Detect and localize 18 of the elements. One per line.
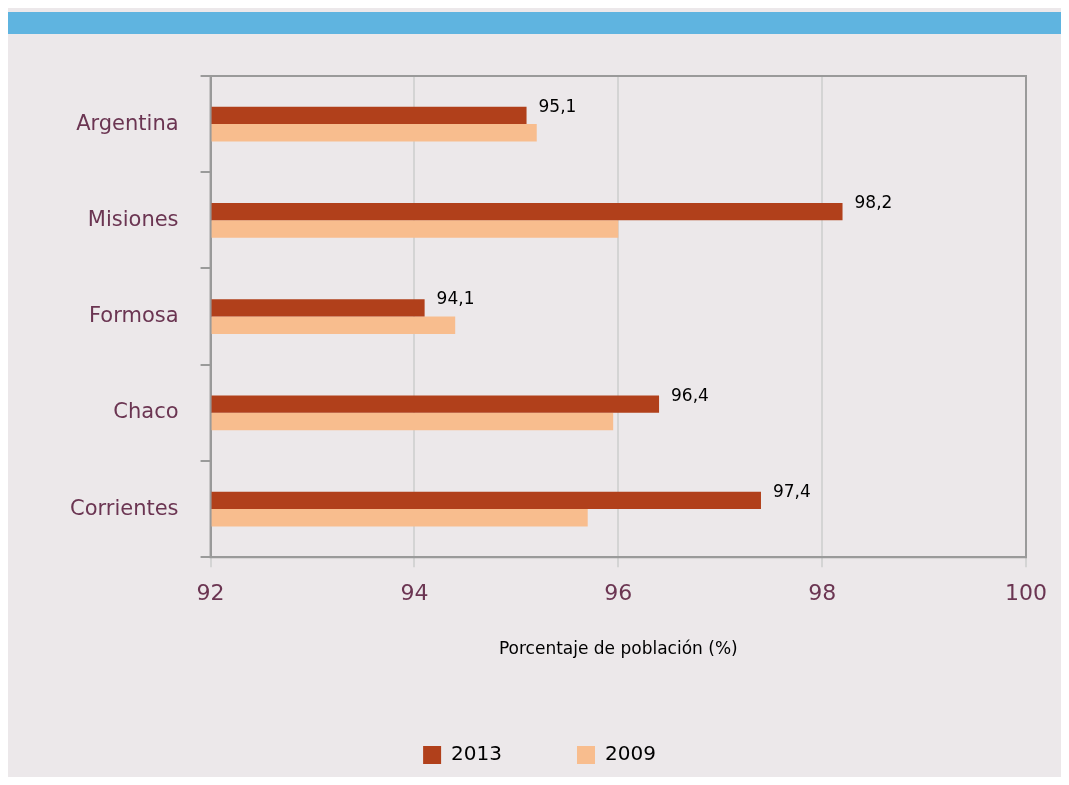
y-tick-label: Chaco — [113, 399, 179, 424]
data-label: 94,1 — [436, 288, 475, 309]
data-label: 95,1 — [538, 95, 577, 116]
x-tick-label: 96 — [604, 580, 633, 606]
x-tick-label: 92 — [196, 580, 225, 606]
y-tick-label: Corrientes — [69, 495, 179, 520]
data-label: 97,4 — [772, 480, 811, 501]
data-label: 96,4 — [671, 384, 709, 405]
x-tick-label: 94 — [400, 580, 429, 606]
data-label: 98,2 — [854, 192, 893, 213]
y-tick-label: Formosa — [89, 303, 179, 328]
y-tick-label: Misiones — [87, 206, 179, 231]
legend-label: 2013 — [451, 741, 503, 766]
y-tick-label: Argentina — [76, 110, 179, 135]
legend-label: 2009 — [605, 741, 656, 766]
x-tick-label: 98 — [808, 580, 837, 606]
x-tick-label: 100 — [1005, 580, 1047, 606]
x-axis-title: Porcentaje de población (%) — [498, 638, 738, 659]
